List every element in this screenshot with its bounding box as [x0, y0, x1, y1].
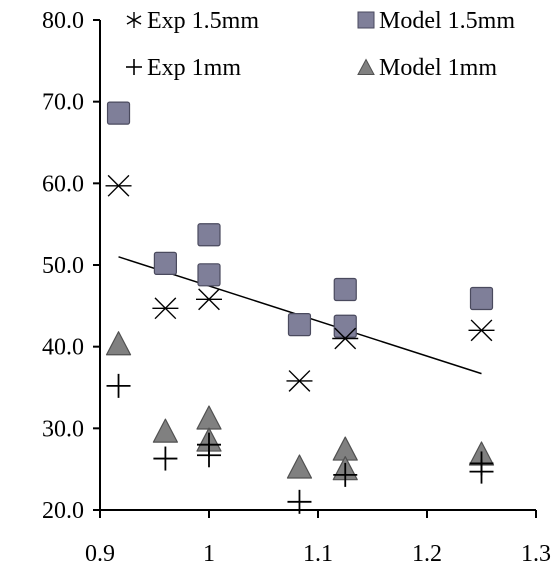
x-tick-label: 1.3 — [521, 541, 551, 567]
y-tick-label: 20.0 — [42, 498, 84, 524]
point-exp-1-5mm — [105, 174, 132, 197]
legend-item-model-1mm: Model 1mm — [357, 55, 497, 81]
point-exp-1-5mm — [196, 288, 222, 311]
point-exp-1mm — [333, 462, 358, 487]
point-model-1-5mm — [106, 101, 131, 125]
point-exp-1-5mm — [332, 327, 359, 350]
legend-item-exp-1mm: Exp 1mm — [126, 55, 241, 81]
point-model-1mm — [286, 454, 313, 479]
point-model-1mm — [105, 331, 132, 356]
point-exp-1mm — [469, 451, 494, 476]
y-tick-label: 60.0 — [42, 171, 84, 197]
legend-label-exp-1-5mm: Exp 1.5mm — [147, 8, 259, 34]
point-exp-1-5mm — [468, 319, 495, 342]
legend-marker-exp-1mm — [126, 59, 142, 75]
legend: Exp 1.5mm Model 1.5mm Exp 1mm Model 1mm — [126, 8, 515, 81]
legend-label-model-1mm: Model 1mm — [379, 55, 497, 81]
point-model-1-5mm — [197, 223, 221, 247]
legend-marker-model-1-5mm — [357, 11, 375, 29]
y-tick-label: 70.0 — [42, 90, 84, 116]
point-exp-1-5mm — [286, 370, 313, 392]
point-model-1mm — [196, 405, 222, 430]
point-model-1mm — [152, 418, 178, 443]
x-axis-ticks: 0.9 1 1.1 1.2 1.3 — [85, 510, 551, 567]
data-points — [105, 101, 495, 514]
point-model-1-5mm — [469, 286, 494, 311]
point-model-1-5mm — [197, 263, 221, 287]
y-axis-ticks: 20.0 30.0 40.0 50.0 60.0 70.0 80.0 — [42, 8, 100, 524]
y-tick-label: 50.0 — [42, 253, 84, 279]
point-exp-1mm — [197, 432, 221, 457]
legend-marker-exp-1-5mm — [126, 12, 142, 28]
legend-item-model-1-5mm: Model 1.5mm — [357, 8, 515, 34]
y-tick-label: 80.0 — [42, 8, 84, 34]
point-model-1-5mm — [153, 251, 177, 275]
point-exp-1mm — [287, 489, 312, 514]
x-tick-label: 1.1 — [303, 541, 333, 567]
x-tick-label: 0.9 — [85, 541, 115, 567]
point-exp-1-5mm — [152, 297, 179, 320]
y-tick-label: 30.0 — [42, 416, 84, 442]
legend-label-exp-1mm: Exp 1mm — [147, 55, 241, 81]
x-tick-label: 1 — [203, 541, 215, 567]
legend-item-exp-1-5mm: Exp 1.5mm — [126, 8, 259, 34]
point-model-1-5mm — [287, 313, 312, 337]
x-tick-label: 1.2 — [412, 541, 442, 567]
point-model-1-5mm — [333, 277, 357, 302]
legend-label-model-1-5mm: Model 1.5mm — [379, 8, 515, 34]
y-tick-label: 40.0 — [42, 335, 84, 361]
point-exp-1mm — [153, 446, 178, 471]
point-model-1-5mm — [333, 314, 357, 338]
legend-marker-model-1mm — [357, 58, 375, 75]
point-exp-1mm — [106, 373, 131, 398]
